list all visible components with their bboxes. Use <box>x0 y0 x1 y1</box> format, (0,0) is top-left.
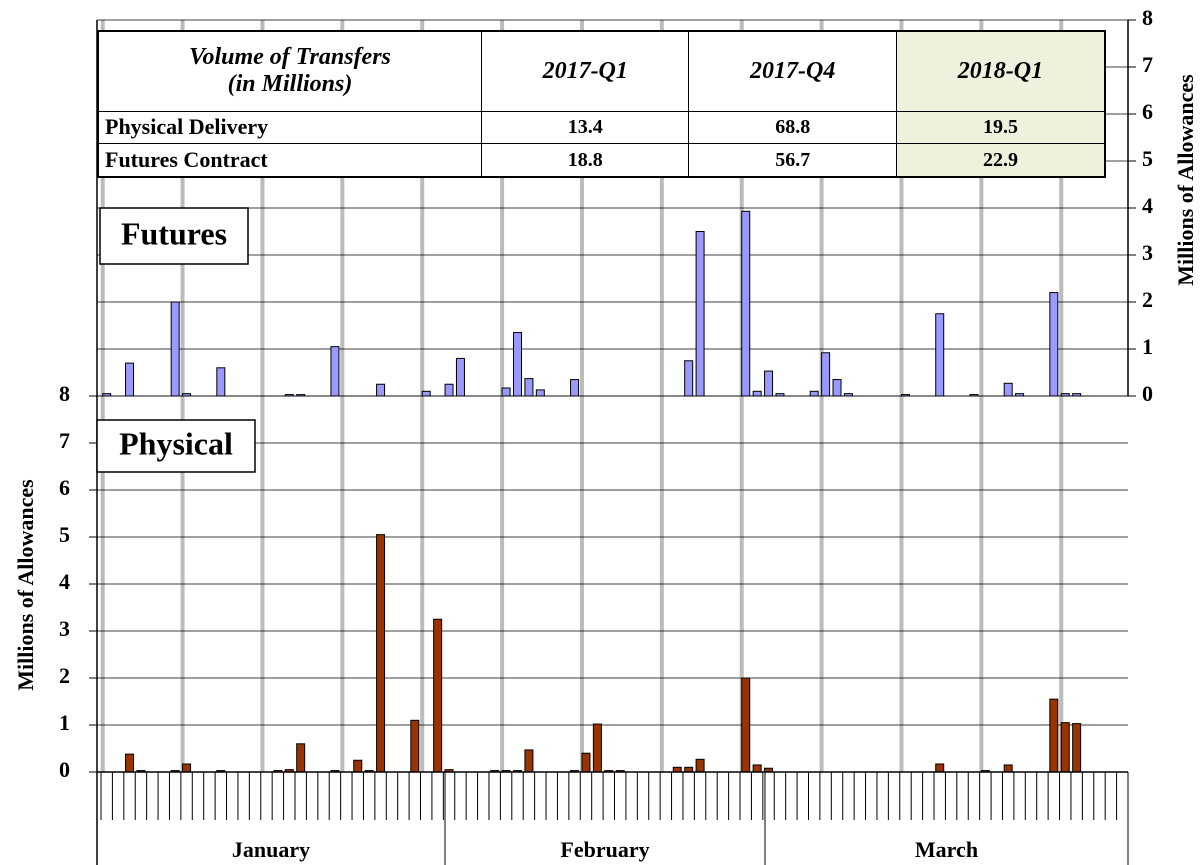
bar <box>1003 382 1013 397</box>
bar <box>433 618 443 773</box>
bar <box>170 301 180 397</box>
cell: 19.5 <box>895 110 1106 145</box>
bar <box>421 390 431 397</box>
bar <box>1072 723 1082 773</box>
bar <box>764 370 774 397</box>
y2-tick-label: 4 <box>1142 193 1153 218</box>
y-tick-label: 2 <box>59 663 70 688</box>
bar <box>524 378 534 397</box>
bar <box>125 362 135 397</box>
bar <box>832 379 842 397</box>
panel-title: Physical <box>119 425 233 461</box>
bar <box>501 387 511 397</box>
bar <box>935 313 945 397</box>
row-label: Futures Contract <box>97 143 482 178</box>
y2-tick-label: 1 <box>1142 334 1153 359</box>
header-line: (in Millions) <box>227 71 353 98</box>
bar <box>524 749 534 773</box>
y-tick-label: 1 <box>59 710 70 735</box>
month-label: February <box>560 837 649 862</box>
bar <box>1049 292 1059 397</box>
y-tick-label: 4 <box>59 569 70 594</box>
table-header: 2018-Q1 <box>895 30 1106 112</box>
bar <box>376 383 386 397</box>
cell: 22.9 <box>895 143 1106 178</box>
bar <box>581 752 591 773</box>
bar <box>821 352 831 397</box>
bar <box>182 763 192 773</box>
bar <box>752 764 762 773</box>
bar <box>330 346 340 397</box>
y2-tick-label: 3 <box>1142 240 1153 265</box>
bar <box>296 743 306 773</box>
table-header: Volume of Transfers (in Millions) <box>97 30 482 112</box>
panel-box <box>96 419 256 473</box>
cell: 18.8 <box>480 143 690 178</box>
bar <box>741 677 751 773</box>
panel-box <box>99 207 249 265</box>
bar <box>752 390 762 397</box>
y-axis-label: Millions of Allowances <box>13 479 38 691</box>
cell: 13.4 <box>480 110 690 145</box>
bar <box>741 210 751 397</box>
bar <box>570 379 580 397</box>
bar <box>444 383 454 397</box>
panel-title: Futures <box>121 215 227 251</box>
bar <box>535 389 545 397</box>
bar <box>125 753 135 773</box>
bar <box>809 390 819 397</box>
y-tick-label: 0 <box>59 757 70 782</box>
bar <box>935 763 945 773</box>
bar <box>216 367 226 397</box>
y-tick-label: 3 <box>59 616 70 641</box>
bar <box>695 758 705 773</box>
y2-tick-label: 6 <box>1142 99 1153 124</box>
table-header: 2017-Q4 <box>688 30 897 112</box>
y-tick-label: 7 <box>59 428 70 453</box>
y2-tick-label: 5 <box>1142 146 1153 171</box>
summary-table: Volume of Transfers (in Millions) 2017-Q1… <box>97 30 1106 178</box>
bar <box>513 332 523 397</box>
y-tick-label: 5 <box>59 522 70 547</box>
cell: 68.8 <box>688 110 897 145</box>
bar <box>695 231 705 397</box>
y2-tick-label: 0 <box>1142 381 1153 406</box>
month-label: January <box>232 837 310 862</box>
bar <box>410 719 420 773</box>
y2-tick-label: 2 <box>1142 287 1153 312</box>
header-line: Volume of Transfers <box>189 44 391 71</box>
cell: 56.7 <box>688 143 897 178</box>
bar <box>353 759 363 773</box>
bar <box>1003 764 1013 773</box>
y2-tick-label: 7 <box>1142 52 1153 77</box>
bar <box>1049 698 1059 773</box>
y-tick-label: 8 <box>59 381 70 406</box>
bar <box>684 360 694 397</box>
y-tick-label: 6 <box>59 475 70 500</box>
bar <box>592 723 602 773</box>
y2-axis-label: Millions of Allowances <box>1173 74 1198 286</box>
table-header: 2017-Q1 <box>480 30 690 112</box>
bar <box>1060 722 1070 773</box>
y2-tick-label: 8 <box>1142 5 1153 30</box>
row-label: Physical Delivery <box>97 110 482 145</box>
month-label: March <box>915 837 978 862</box>
bar <box>376 534 386 773</box>
bar <box>455 357 465 397</box>
